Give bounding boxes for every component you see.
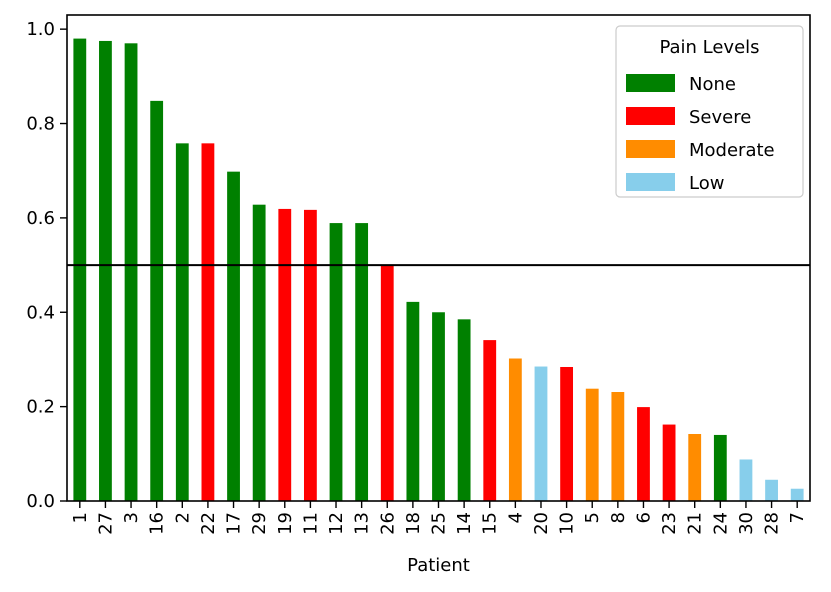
x-tick-label: 30 xyxy=(736,512,757,535)
bar-patient-10 xyxy=(560,366,574,501)
x-axis-title: Patient xyxy=(407,555,470,576)
x-tick-label: 26 xyxy=(377,512,398,535)
bar-patient-30 xyxy=(739,459,753,501)
x-tick-label: 25 xyxy=(429,512,450,535)
legend-title: Pain Levels xyxy=(659,37,759,58)
x-tick-label: 24 xyxy=(710,512,731,535)
x-tick-label: 8 xyxy=(608,512,629,523)
x-tick-label: 10 xyxy=(557,512,578,535)
bar-patient-28 xyxy=(765,479,778,501)
x-tick-label: 5 xyxy=(582,512,603,523)
bar-patient-26 xyxy=(380,265,394,501)
y-tick-label: 0.0 xyxy=(26,491,55,512)
bar-patient-13 xyxy=(355,223,369,501)
x-tick-label: 14 xyxy=(454,512,475,535)
x-tick-label: 23 xyxy=(659,512,680,535)
bar-patient-12 xyxy=(329,223,343,501)
x-tick-label: 12 xyxy=(326,512,347,535)
bar-patient-17 xyxy=(227,171,240,502)
legend-items: None Severe Moderate Low xyxy=(626,74,775,194)
bar-patient-20 xyxy=(534,366,548,501)
x-tick-label: 17 xyxy=(224,512,245,535)
x-tick-label: 15 xyxy=(480,512,501,535)
y-tick-label: 0.8 xyxy=(26,114,55,135)
bar-patient-6 xyxy=(637,407,650,501)
x-tick-label: 11 xyxy=(300,512,321,535)
bar-patient-27 xyxy=(99,40,112,502)
x-tick-label: 6 xyxy=(633,512,654,523)
legend-label-moderate: Moderate xyxy=(689,140,775,161)
x-tick-label: 28 xyxy=(762,512,783,535)
y-tick-label: 0.2 xyxy=(26,397,55,418)
x-tick-label: 2 xyxy=(172,512,193,523)
legend-swatch-none xyxy=(626,74,675,92)
x-tick-label: 29 xyxy=(249,512,270,535)
legend-label-severe: Severe xyxy=(689,107,751,128)
x-tick-label: 22 xyxy=(198,512,219,535)
x-tick-label: 19 xyxy=(275,512,296,535)
bar-patient-19 xyxy=(278,208,292,501)
x-axis: 1 27 3 16 2 22 17 29 19 11 12 13 26 18 25 14 15 4 20 10 5 8 6 2… xyxy=(70,501,808,535)
bar-patient-4 xyxy=(508,358,522,501)
legend: Pain Levels None Severe Moderate Low xyxy=(615,25,804,198)
bar-patient-2 xyxy=(175,143,189,502)
bar-patient-1 xyxy=(73,38,87,502)
x-tick-label: 16 xyxy=(147,512,168,535)
bar-patient-14 xyxy=(457,319,471,501)
bar-patient-25 xyxy=(432,312,445,501)
x-tick-label: 27 xyxy=(95,512,116,535)
bar-patient-21 xyxy=(688,433,702,501)
legend-swatch-low xyxy=(626,173,675,191)
x-tick-label: 13 xyxy=(352,512,373,535)
bar-patient-3 xyxy=(124,43,138,502)
bar-patient-29 xyxy=(252,204,266,501)
bar-patient-18 xyxy=(406,301,420,501)
bar-patient-7 xyxy=(790,488,804,501)
y-tick-label: 0.4 xyxy=(26,302,55,323)
x-tick-label: 7 xyxy=(787,512,808,523)
y-tick-label: 1.0 xyxy=(26,19,55,40)
bar-patient-8 xyxy=(611,392,625,501)
x-tick-label: 3 xyxy=(121,512,142,523)
x-tick-label: 20 xyxy=(531,512,552,535)
legend-label-low: Low xyxy=(689,173,724,194)
y-tick-label: 0.6 xyxy=(26,208,55,229)
bar-patient-15 xyxy=(483,340,497,501)
legend-label-none: None xyxy=(689,74,736,95)
bar-patient-16 xyxy=(150,100,164,501)
bar-patient-11 xyxy=(303,209,317,502)
legend-swatch-moderate xyxy=(626,140,675,158)
legend-swatch-severe xyxy=(626,107,675,125)
bar-patient-5 xyxy=(585,388,599,501)
x-tick-label: 21 xyxy=(685,512,706,535)
x-tick-label: 18 xyxy=(403,512,424,535)
x-tick-label: 1 xyxy=(70,512,91,523)
bar-patient-24 xyxy=(713,434,727,501)
bars-group xyxy=(73,38,804,502)
y-axis: 0.0 0.2 0.4 0.6 0.8 1.0 xyxy=(26,19,67,512)
x-tick-label: 4 xyxy=(505,512,526,523)
bar-patient-22 xyxy=(201,143,215,502)
bar-patient-23 xyxy=(662,424,676,501)
